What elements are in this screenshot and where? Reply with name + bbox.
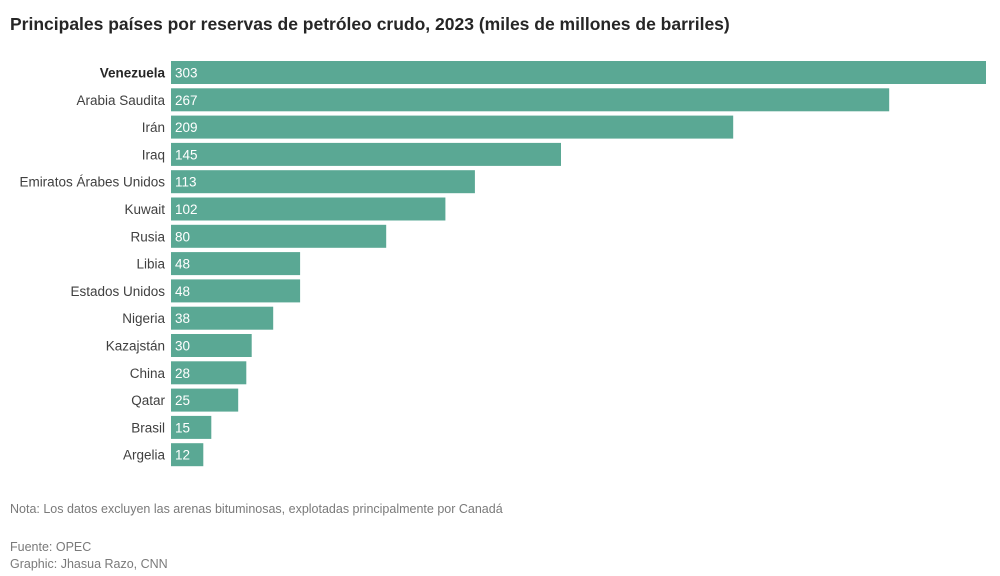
source-line: Fuente: OPEC bbox=[10, 540, 92, 554]
value-label-6: 80 bbox=[175, 229, 190, 244]
credit-line: Graphic: Jhasua Razo, CNN bbox=[10, 557, 168, 571]
value-label-8: 48 bbox=[175, 284, 190, 299]
chart-source: Fuente: OPEC Graphic: Jhasua Razo, CNN bbox=[10, 539, 168, 573]
value-label-10: 30 bbox=[175, 339, 190, 354]
category-label-13: Brasil bbox=[131, 420, 165, 435]
value-label-2: 209 bbox=[175, 120, 198, 135]
bar-13 bbox=[171, 415, 212, 439]
bar-9 bbox=[171, 306, 274, 330]
category-label-5: Kuwait bbox=[124, 202, 165, 217]
category-label-4: Emiratos Árabes Unidos bbox=[19, 175, 165, 190]
value-label-14: 12 bbox=[175, 448, 190, 463]
bar-10 bbox=[171, 334, 252, 357]
chart-note: Nota: Los datos excluyen las arenas bitu… bbox=[10, 502, 503, 516]
category-label-0: Venezuela bbox=[100, 66, 166, 81]
value-label-7: 48 bbox=[175, 257, 190, 272]
category-label-9: Nigeria bbox=[122, 311, 165, 326]
chart-title: Principales países por reservas de petró… bbox=[10, 14, 730, 34]
value-label-3: 145 bbox=[175, 147, 198, 162]
bar-1 bbox=[171, 88, 890, 112]
bar-3 bbox=[171, 142, 561, 166]
bar-0 bbox=[171, 61, 986, 84]
value-label-4: 113 bbox=[175, 175, 197, 190]
category-label-8: Estados Unidos bbox=[70, 284, 165, 299]
bar-6 bbox=[171, 224, 387, 248]
bar-chart: Venezuela 303 Arabia Saudita 267 Irán 209 Iraq… bbox=[19, 61, 986, 467]
category-label-12: Qatar bbox=[131, 393, 165, 408]
bar-7 bbox=[171, 252, 301, 276]
bar-14 bbox=[171, 443, 204, 467]
category-label-6: Rusia bbox=[130, 229, 165, 244]
bar-4 bbox=[171, 170, 475, 194]
category-label-3: Iraq bbox=[142, 147, 165, 162]
category-label-7: Libia bbox=[136, 257, 165, 272]
bar-12 bbox=[171, 388, 239, 412]
bar-8 bbox=[171, 279, 301, 303]
value-label-11: 28 bbox=[175, 366, 190, 381]
value-label-13: 15 bbox=[175, 420, 190, 435]
value-label-5: 102 bbox=[175, 202, 198, 217]
category-label-10: Kazajstán bbox=[106, 339, 165, 354]
bar-2 bbox=[171, 115, 734, 139]
category-label-2: Irán bbox=[142, 120, 165, 135]
value-label-12: 25 bbox=[175, 393, 190, 408]
category-label-11: China bbox=[130, 366, 166, 381]
value-label-9: 38 bbox=[175, 311, 190, 326]
bar-11 bbox=[171, 361, 247, 385]
value-label-1: 267 bbox=[175, 93, 198, 108]
value-label-0: 303 bbox=[175, 66, 198, 81]
category-label-14: Argelia bbox=[123, 448, 166, 463]
category-label-1: Arabia Saudita bbox=[76, 93, 165, 108]
bar-5 bbox=[171, 197, 446, 221]
bar-group: Venezuela 303 Arabia Saudita 267 Irán 209 Iraq… bbox=[19, 61, 986, 467]
